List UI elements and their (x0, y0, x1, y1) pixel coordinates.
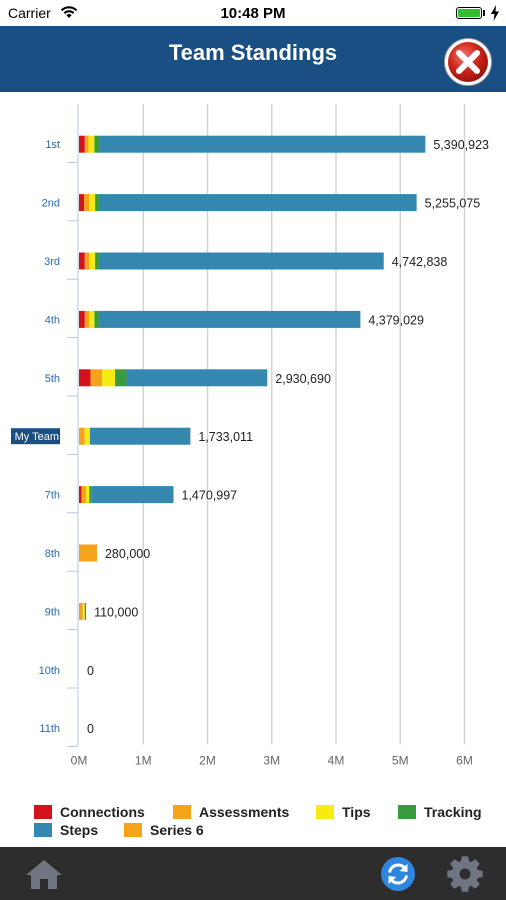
bar-segment-assessments (84, 194, 90, 212)
category-label: 8th (45, 548, 60, 560)
bar-total-label: 4,742,838 (392, 255, 448, 269)
x-tick-label: 4M (328, 753, 345, 767)
bar-total-label: 2,930,690 (275, 372, 331, 386)
legend-swatch (316, 805, 334, 819)
bar-segment-tracking (94, 135, 100, 153)
category-label: 10th (39, 665, 60, 677)
bar-segment-assessments (79, 427, 85, 445)
legend-swatch (34, 823, 52, 837)
bar-segment-connections (79, 486, 82, 504)
bar-segment-tracking (89, 486, 92, 504)
x-tick-label: 1M (135, 753, 152, 767)
bar-segment-tracking (84, 602, 87, 620)
bar-total-label: 4,379,029 (368, 313, 424, 327)
bar-total-label: 1,733,011 (198, 430, 253, 444)
bar-segment-tips (89, 252, 96, 270)
bar-segment-tips (88, 135, 95, 153)
category-label: 7th (45, 490, 60, 502)
header-bar: Team Standings (0, 26, 506, 92)
legend-swatch (173, 805, 191, 819)
x-tick-label: 6M (456, 753, 473, 767)
team-standings-chart: 0M 1M 2M 3M 4M 5M 6M 1st 5,390,923 2nd 5,255,075 3r… (11, 104, 489, 767)
bar-segment-connections (79, 252, 85, 270)
carrier-label: Carrier (8, 5, 51, 21)
bar-segment-steps (91, 486, 174, 504)
bar-segment-steps (98, 310, 361, 328)
tab-bar (0, 847, 506, 900)
bar-segment-steps (99, 135, 426, 153)
legend-label: Tips (342, 804, 371, 820)
battery-icon (456, 7, 482, 19)
bar-segment-connections (79, 135, 85, 153)
bar-segment-assessments (84, 135, 89, 153)
bar-segment-assessments (84, 252, 90, 270)
bar-segment-connections (79, 310, 85, 328)
bar-total-label: 5,390,923 (433, 138, 489, 152)
highlighted-category-background (11, 428, 60, 445)
bar-total-label: 5,255,075 (425, 197, 481, 211)
category-label: 2nd (42, 198, 60, 210)
category-label: 4th (45, 314, 60, 326)
bar-segment-tips (82, 602, 85, 620)
category-label: 1st (45, 139, 60, 151)
status-bar: Carrier 10:48 PM (0, 0, 506, 26)
gear-icon[interactable] (445, 854, 485, 894)
close-button[interactable] (443, 37, 493, 87)
wifi-icon (60, 6, 78, 18)
legend-label: Connections (60, 804, 145, 820)
bar-segment-assessments (84, 310, 90, 328)
status-time: 10:48 PM (220, 5, 286, 22)
category-label: 11th (39, 723, 60, 735)
bar-segment-tips (89, 194, 96, 212)
bar-total-label: 0 (87, 664, 94, 678)
legend-label: Steps (60, 822, 99, 838)
home-icon[interactable] (24, 857, 64, 891)
x-tick-label: 3M (263, 753, 280, 767)
refresh-icon[interactable] (380, 856, 416, 892)
category-label: 9th (45, 606, 60, 618)
legend-label: Series 6 (150, 822, 204, 838)
bar-segment-assessments (79, 544, 97, 562)
gear-hole (459, 868, 471, 880)
bar-segment-tips (84, 427, 90, 445)
bar-segment-tips (86, 486, 90, 504)
bar-segment-assessments (81, 486, 87, 504)
chart-legend: Connections Assessments Tips Tracking Steps S… (0, 800, 506, 845)
legend-swatch (398, 805, 416, 819)
bar-segment-steps (98, 252, 384, 270)
legend-swatch (34, 805, 52, 819)
legend-label: Assessments (199, 804, 290, 820)
close-icon (456, 50, 480, 74)
bar-segment-steps (126, 369, 268, 387)
bar-segment-tracking (95, 194, 99, 212)
bar-segment-assessments (79, 602, 83, 620)
bar-total-label: 110,000 (94, 605, 138, 619)
x-tick-label: 2M (199, 753, 216, 767)
bar-segment-connections (79, 369, 91, 387)
bar-total-label: 280,000 (105, 547, 150, 561)
bar-total-label: 1,470,997 (182, 489, 238, 503)
bar-segment-tracking (95, 252, 99, 270)
bar-total-label: 0 (87, 722, 94, 736)
battery-cap (483, 10, 485, 16)
legend-label: Tracking (424, 804, 482, 820)
charging-bolt-icon (491, 5, 499, 21)
bar-segment-tracking (94, 310, 99, 328)
x-tick-label: 5M (392, 753, 409, 767)
bar-segment-tips (89, 310, 95, 328)
x-tick-label: 0M (71, 753, 88, 767)
bar-segment-connections (79, 194, 85, 212)
bar-segment-assessments (90, 369, 103, 387)
bar-segment-steps (98, 194, 417, 212)
page-title: Team Standings (168, 40, 338, 65)
category-label: 5th (45, 373, 60, 385)
category-label: My Team (15, 431, 59, 443)
bar-segment-steps (89, 427, 191, 445)
legend-swatch (124, 823, 142, 837)
bar-segment-tips (102, 369, 115, 387)
bar-segment-tracking (114, 369, 127, 387)
category-label: 3rd (44, 256, 60, 268)
